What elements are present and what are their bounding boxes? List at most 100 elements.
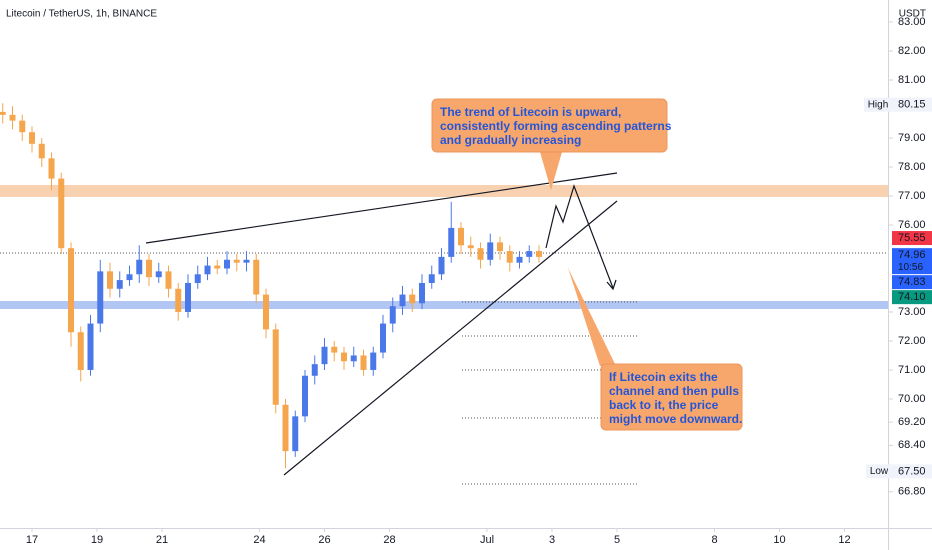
candle-body xyxy=(146,259,152,278)
candle-body xyxy=(321,346,328,365)
candle-body xyxy=(136,259,143,275)
candle-body xyxy=(204,265,211,275)
callout-text: The trend of Litecoin is upward, xyxy=(440,105,621,119)
price-tag-countdown: 10:56 xyxy=(898,262,923,273)
candle-body xyxy=(155,271,162,278)
candle-body xyxy=(536,251,542,257)
x-tick-label: 5 xyxy=(614,534,620,546)
candle-body xyxy=(458,227,464,246)
low-label: Low xyxy=(870,466,889,477)
resistance-zone xyxy=(0,185,888,197)
support-zone xyxy=(0,301,888,309)
candle-body xyxy=(48,158,55,179)
candle-body xyxy=(438,256,445,275)
price-axis-bg xyxy=(889,0,932,550)
candle-body xyxy=(38,143,45,159)
x-tick-label: 21 xyxy=(156,534,168,546)
time-axis-bg xyxy=(0,529,932,550)
y-tick-label: 79.00 xyxy=(898,132,926,144)
y-tick-label: 72.00 xyxy=(898,335,926,347)
candle-body xyxy=(68,248,74,333)
candle-body xyxy=(497,242,503,252)
price-tag-label: 74.83 xyxy=(898,276,926,288)
price-tag-label: 75.55 xyxy=(898,232,926,244)
projection-arrowhead xyxy=(606,279,617,291)
candle-body xyxy=(399,294,406,307)
candle-body xyxy=(263,294,269,330)
low-value-bg xyxy=(892,464,932,479)
candle-body xyxy=(194,274,201,283)
candle-body xyxy=(360,355,367,370)
x-tick-label: 26 xyxy=(318,534,330,546)
callout-text: back to it, the price xyxy=(609,398,719,412)
candle-body xyxy=(0,111,6,115)
y-tick-label: 83.00 xyxy=(898,16,926,28)
high-value: 80.15 xyxy=(898,99,926,111)
price-tag xyxy=(892,248,932,275)
y-tick-label: 69.20 xyxy=(898,416,926,428)
callout-text: consistently forming ascending patterns xyxy=(440,119,672,133)
candle-body xyxy=(311,364,318,376)
y-tick-label: 66.80 xyxy=(898,486,926,498)
candle-body xyxy=(350,355,357,362)
candle-body xyxy=(477,248,484,260)
candle-body xyxy=(58,178,65,249)
y-tick-label: 68.40 xyxy=(898,439,926,451)
candle-body xyxy=(448,227,455,257)
candle-body xyxy=(272,329,279,405)
candle-body xyxy=(419,282,425,304)
candle-body xyxy=(302,375,308,417)
projection-path xyxy=(545,184,614,289)
x-tick-label: 12 xyxy=(838,534,850,546)
x-tick-label: 24 xyxy=(253,534,265,546)
x-tick-label: 8 xyxy=(711,534,717,546)
candle-body xyxy=(282,404,289,452)
lower-trendline xyxy=(283,200,618,476)
currency-label: USDT xyxy=(899,9,926,20)
candle-body xyxy=(185,282,191,312)
y-tick-label: 71.00 xyxy=(898,364,926,376)
candle-body xyxy=(9,114,16,121)
candles xyxy=(0,103,542,469)
candle-body xyxy=(116,280,123,289)
candle-body xyxy=(409,294,416,304)
candle-body xyxy=(253,259,260,295)
candle-body xyxy=(331,346,338,353)
y-tick-label: 81.00 xyxy=(898,74,926,86)
candle-body xyxy=(175,288,182,312)
candle-body xyxy=(87,323,94,370)
candle-body xyxy=(29,132,35,144)
candle-body xyxy=(19,120,26,133)
chart-title: Litecoin / TetherUS, 1h, BINANCE xyxy=(6,9,157,20)
x-tick-label: 10 xyxy=(773,534,785,546)
candle-body xyxy=(506,251,513,263)
callout-box xyxy=(431,98,668,153)
price-tag xyxy=(892,275,932,290)
candle-body xyxy=(389,306,396,324)
x-tick-label: Jul xyxy=(480,534,494,546)
y-tick-label: 70.00 xyxy=(898,393,926,405)
candle-body xyxy=(126,274,133,281)
y-tick-label: 77.00 xyxy=(898,190,926,202)
y-tick-label: 76.00 xyxy=(898,219,926,231)
high-label: High xyxy=(868,99,889,110)
price-tag xyxy=(892,290,932,305)
y-tick-label: 78.00 xyxy=(898,161,926,173)
y-tick-label: 73.00 xyxy=(898,306,926,318)
candle-body xyxy=(428,274,435,283)
candle-body xyxy=(526,251,533,257)
candle-body xyxy=(487,242,494,260)
candle-body xyxy=(341,352,347,362)
x-tick-label: 17 xyxy=(26,534,38,546)
x-tick-label: 28 xyxy=(383,534,395,546)
low-label-bg xyxy=(866,464,892,479)
candle-body xyxy=(97,271,104,324)
candle-body xyxy=(370,352,377,370)
callout-box xyxy=(600,363,743,431)
high-value-bg xyxy=(892,97,932,112)
candle-body xyxy=(516,256,523,263)
level-lines xyxy=(0,252,888,485)
x-tick-label: 19 xyxy=(91,534,103,546)
